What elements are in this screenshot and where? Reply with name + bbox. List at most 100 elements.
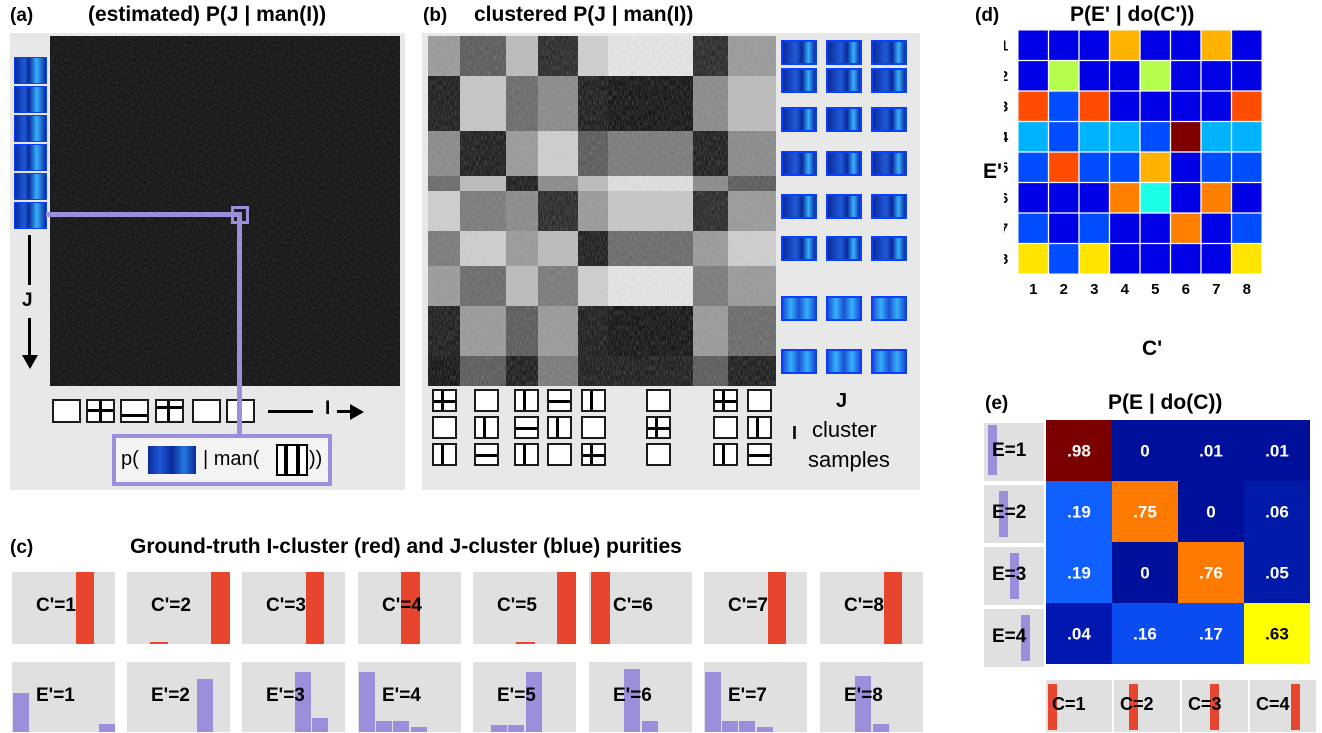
- e-cell-value: .05: [1265, 564, 1289, 583]
- j-cluster-thumb: [826, 40, 862, 65]
- e-cell-value: .75: [1133, 503, 1157, 522]
- samples-text: samples: [808, 447, 890, 472]
- i-cluster-thumb: [646, 389, 671, 412]
- i-cluster-thumb: [747, 416, 772, 439]
- d-cell: [1109, 121, 1140, 152]
- d-cell: [1231, 152, 1262, 183]
- blue-purity-bar: [855, 676, 872, 732]
- d-cell: [1170, 213, 1201, 244]
- d-cell: [1140, 182, 1171, 213]
- e-cell-value: .01: [1199, 442, 1223, 461]
- e-col-label: C=3: [1188, 694, 1222, 714]
- i-cluster-thumb: [747, 389, 772, 412]
- j-sample-strip: [14, 115, 47, 142]
- e-cell: [1112, 542, 1178, 603]
- blue-purity-bar: [196, 679, 213, 732]
- e-cell-value: .06: [1265, 503, 1289, 522]
- c-label: C'=4: [382, 595, 422, 616]
- e-purity-chip: [820, 662, 923, 732]
- e-cell: [1178, 481, 1244, 542]
- d-cell: [1140, 213, 1171, 244]
- thumb-stroke: [167, 401, 170, 421]
- e-cell: [1112, 603, 1178, 664]
- d-cell: [1079, 182, 1110, 213]
- e-purity-chip: [12, 662, 115, 732]
- c-label: C'=3: [266, 595, 306, 616]
- matrix-texture: [428, 36, 776, 386]
- d-cell: [1231, 91, 1262, 122]
- d-y-tick: 5: [1004, 159, 1008, 176]
- callout-h-line: [46, 212, 241, 217]
- d-cell: [1170, 60, 1201, 91]
- j-cluster-thumb: [871, 68, 907, 93]
- j-cluster-thumb: [871, 194, 907, 219]
- blue-purity-bar: [410, 727, 427, 732]
- d-cell: [1048, 213, 1079, 244]
- c-purity-chip: [589, 572, 692, 644]
- j-cluster-thumb: [781, 349, 817, 374]
- d-cell: [1201, 152, 1232, 183]
- d-frame: [1017, 29, 1263, 275]
- blue-purity-bar: [376, 721, 393, 732]
- d-cell: [1140, 60, 1171, 91]
- thumb-stroke: [756, 418, 759, 437]
- d-cell: [1170, 152, 1201, 183]
- thumb-stroke: [590, 391, 593, 410]
- d-cell: [1079, 60, 1110, 91]
- d-x-tick: 2: [1060, 281, 1068, 298]
- d-cell: [1018, 152, 1049, 183]
- j-cluster-thumb: [826, 107, 862, 132]
- i-cluster-thumb: [432, 443, 457, 466]
- i-sample-thumb: [86, 399, 115, 423]
- c-purity-chip: [242, 572, 345, 644]
- j-sample-strip: [14, 144, 47, 171]
- c-label: C'=6: [613, 595, 653, 616]
- d-cell: [1079, 213, 1110, 244]
- d-cell: [1018, 121, 1049, 152]
- i-cluster-thumb: [514, 416, 539, 439]
- i-cluster-thumb: [747, 443, 772, 466]
- blue-purity-bar: [705, 672, 722, 732]
- red-purity-bar: [149, 642, 169, 644]
- blue-purity-bar: [756, 727, 773, 732]
- panel-a-label: (a): [10, 5, 34, 26]
- e-row-label: E=2: [992, 502, 1027, 523]
- i-cluster-thumb: [581, 416, 606, 439]
- blue-purity-bar: [624, 669, 641, 732]
- blue-purity-bar: [722, 721, 739, 732]
- e-purity-chip: [473, 662, 576, 732]
- e-cell-value: 0: [1206, 503, 1215, 522]
- e-label: E'=3: [266, 685, 305, 706]
- e-cell-value: 0: [1140, 564, 1149, 583]
- thumb-stroke: [583, 454, 604, 457]
- d-cell: [1231, 121, 1262, 152]
- red-purity-bar: [557, 572, 576, 644]
- d-cell: [1170, 91, 1201, 122]
- panel-a-matrix: [50, 36, 400, 386]
- thumb-stroke: [722, 445, 725, 464]
- d-y-tick: 2: [1004, 68, 1008, 85]
- e-label: E'=5: [497, 685, 536, 706]
- callout-v-line: [237, 212, 242, 434]
- i-sample-thumb: [52, 399, 81, 423]
- caption-prefix: p(: [121, 448, 139, 470]
- red-purity-bar: [767, 572, 787, 644]
- d-cell: [1140, 121, 1171, 152]
- blue-purity-bar: [641, 721, 658, 732]
- c-label: C'=5: [497, 595, 537, 616]
- i-cluster-thumb: [474, 443, 499, 466]
- c-label: C'=2: [151, 595, 191, 616]
- thumb-stroke: [523, 391, 526, 410]
- d-cell: [1109, 30, 1140, 61]
- j-cluster-thumb: [826, 349, 862, 374]
- i-axis-arrow: [337, 410, 352, 413]
- d-cell: [1201, 182, 1232, 213]
- d-cell: [1048, 91, 1079, 122]
- e-col-bar: [1291, 684, 1300, 730]
- panel-e-label: (e): [985, 393, 1009, 414]
- panel-b-j-label: J: [836, 390, 848, 412]
- blue-purity-bar: [872, 724, 889, 732]
- j-sample-strip: [14, 173, 47, 200]
- d-cell: [1231, 243, 1262, 274]
- e-row-chip: [984, 547, 1044, 605]
